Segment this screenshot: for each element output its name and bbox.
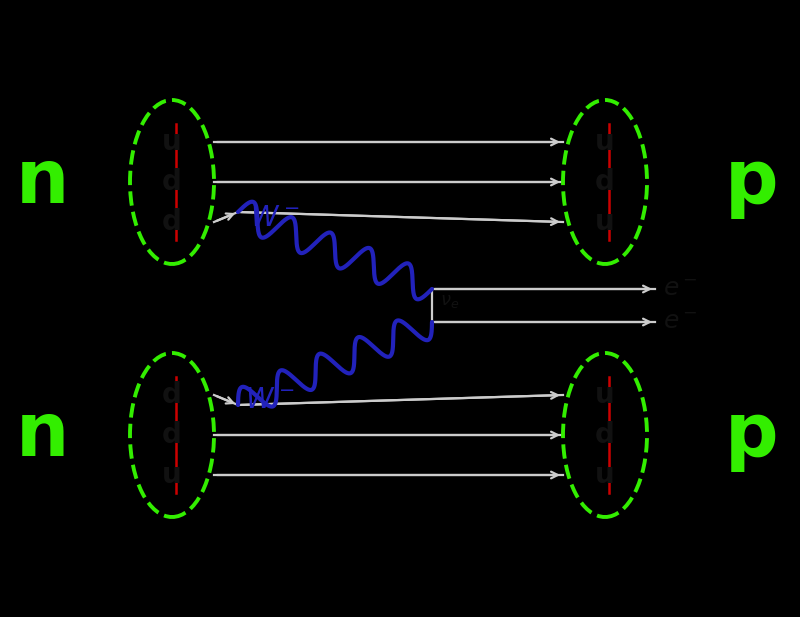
Text: $W^-$: $W^-$ (250, 204, 300, 233)
Text: $\nu_e$: $\nu_e$ (440, 291, 459, 310)
Text: $W^-$: $W^-$ (246, 386, 294, 413)
Text: p: p (725, 399, 779, 471)
Text: u: u (595, 461, 615, 489)
Text: u: u (595, 381, 615, 409)
Text: n: n (15, 146, 69, 218)
Text: u: u (162, 128, 182, 156)
Text: $e^-$: $e^-$ (663, 310, 698, 334)
Text: u: u (595, 208, 615, 236)
Text: d: d (162, 208, 182, 236)
Text: u: u (595, 128, 615, 156)
Text: p: p (725, 146, 779, 218)
Text: $e^-$: $e^-$ (663, 277, 698, 301)
Text: d: d (595, 168, 615, 196)
Text: n: n (15, 399, 69, 471)
Text: d: d (162, 168, 182, 196)
Text: d: d (162, 381, 182, 409)
Text: d: d (162, 421, 182, 449)
Text: u: u (162, 461, 182, 489)
Text: d: d (595, 421, 615, 449)
